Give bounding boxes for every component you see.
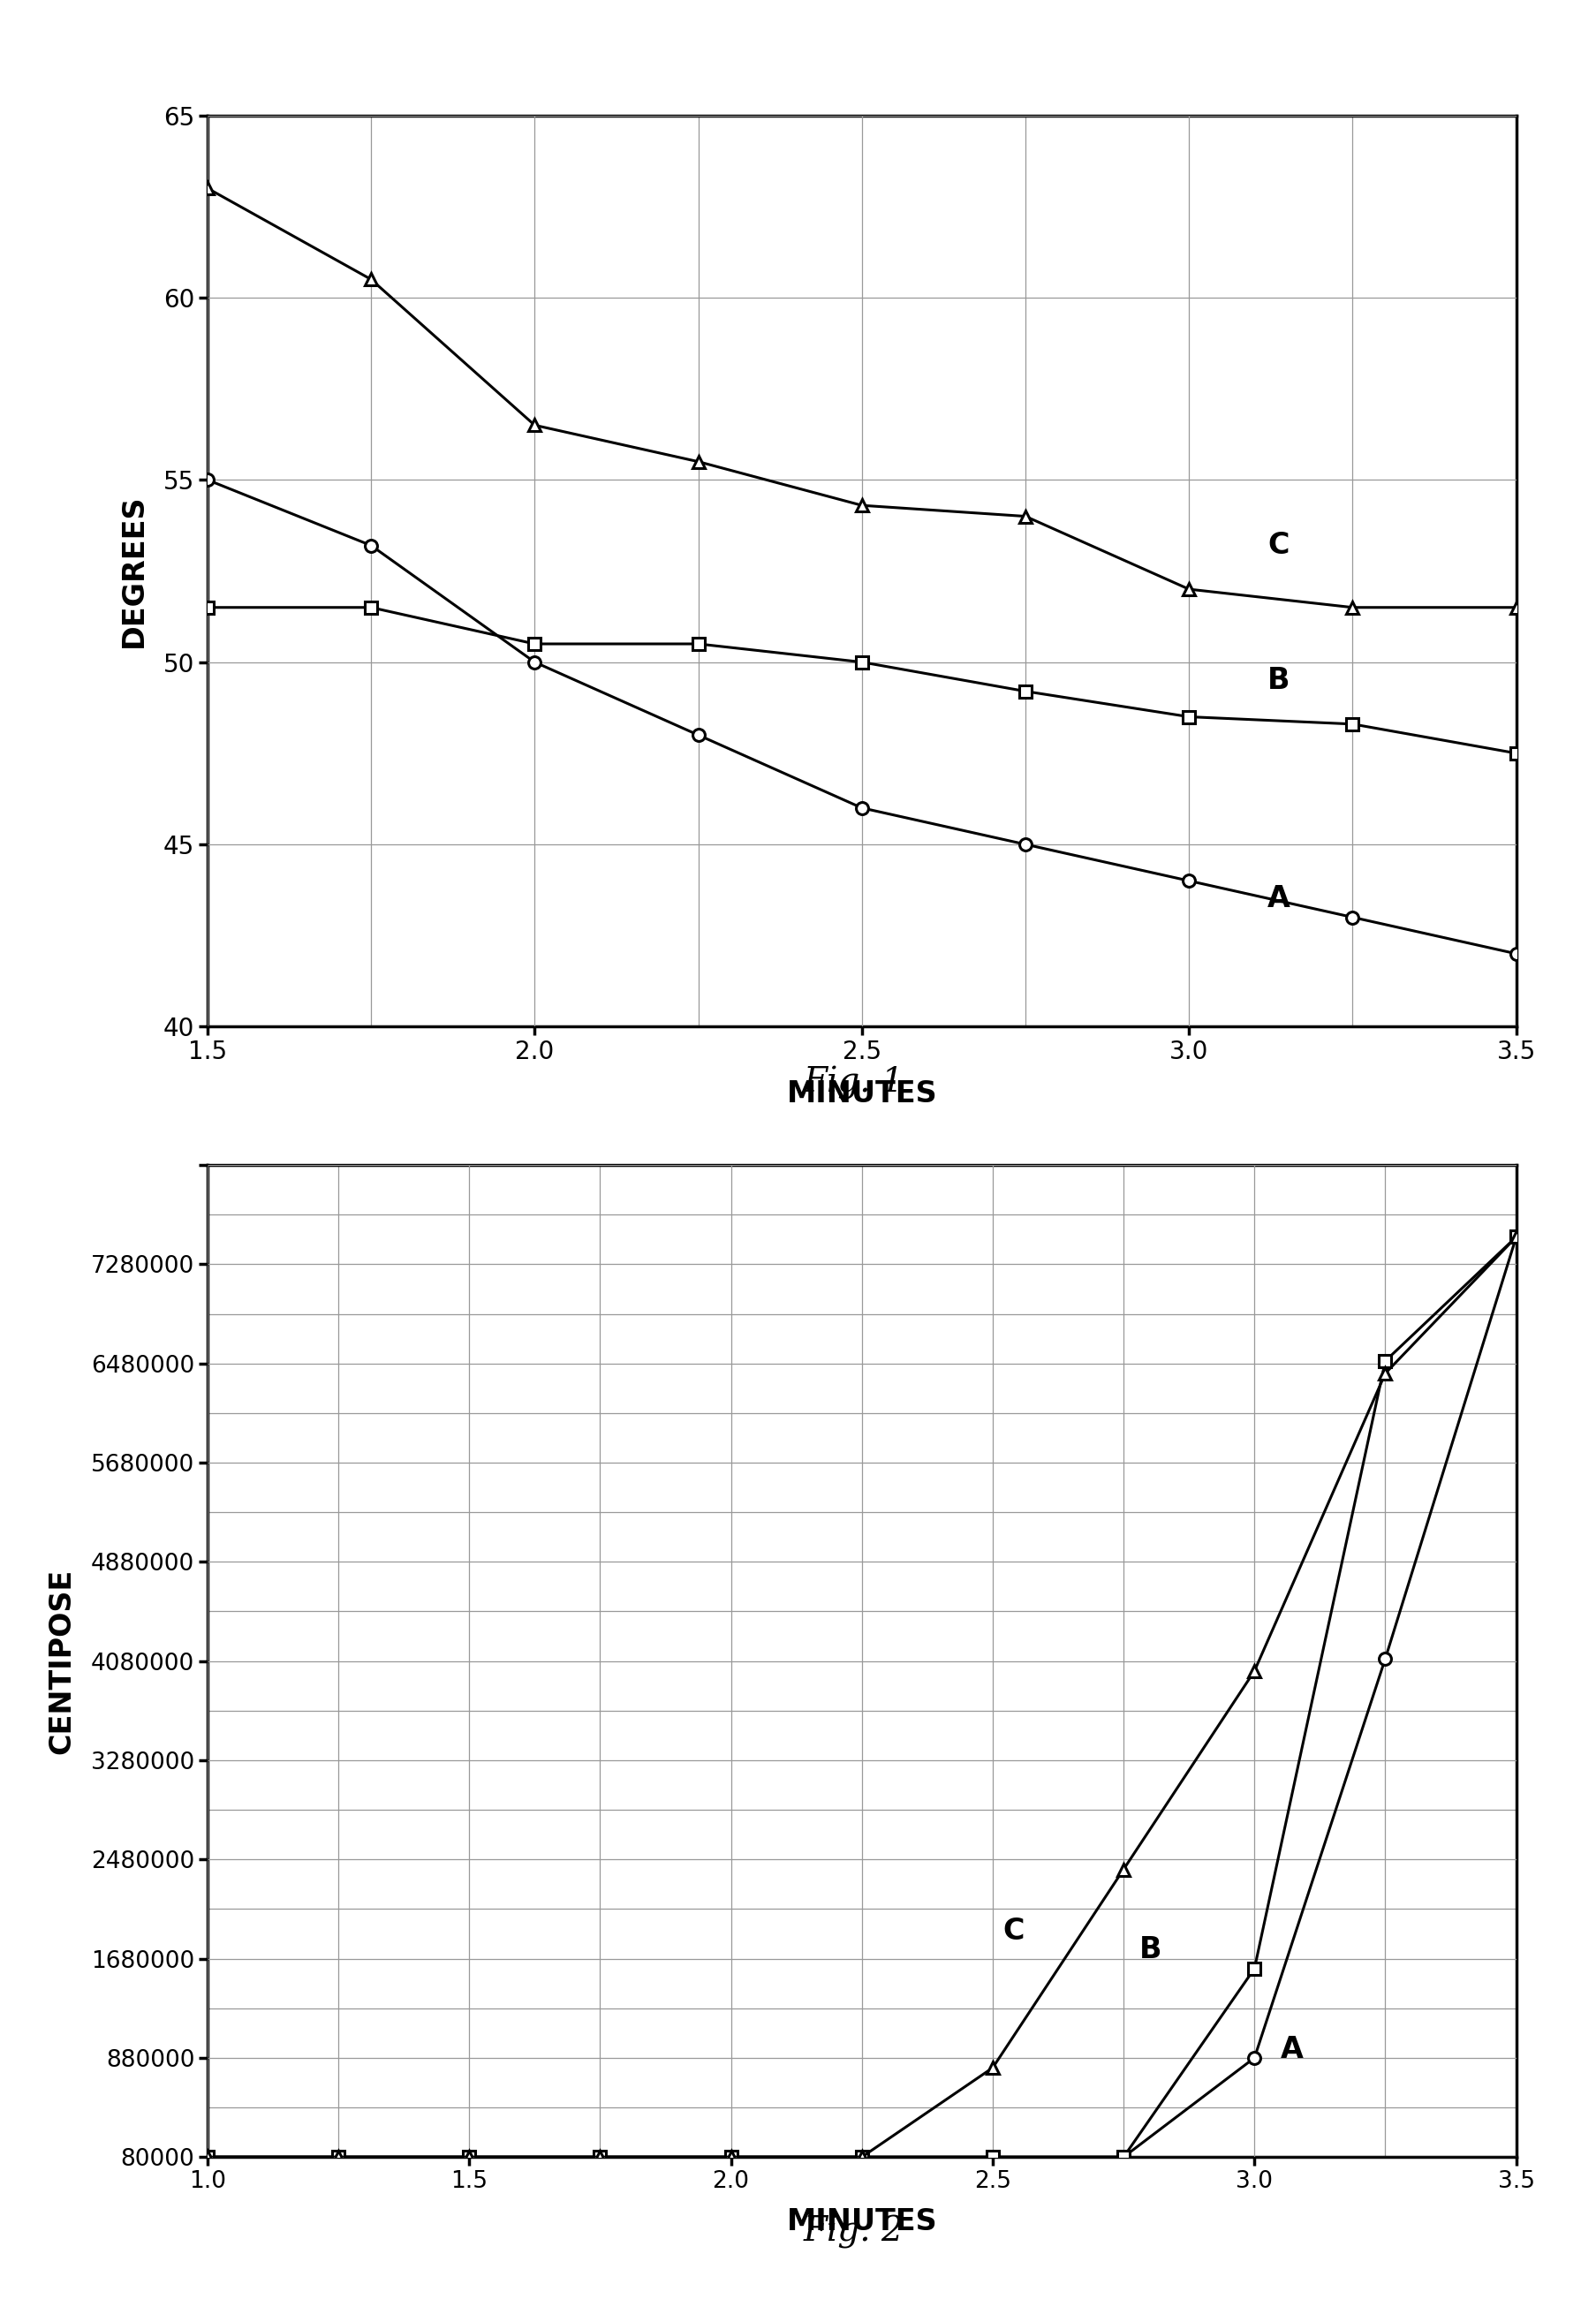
Text: C: C — [1004, 1917, 1025, 1945]
Text: C: C — [1267, 531, 1290, 561]
Text: Fig. 2: Fig. 2 — [804, 2215, 903, 2249]
Y-axis label: CENTIPOSE: CENTIPOSE — [48, 1569, 77, 1753]
Text: A: A — [1280, 2035, 1304, 2065]
Text: B: B — [1267, 667, 1290, 694]
Y-axis label: DEGREES: DEGREES — [120, 494, 148, 648]
X-axis label: MINUTES: MINUTES — [787, 1080, 937, 1107]
Text: A: A — [1267, 884, 1291, 914]
Text: B: B — [1140, 1936, 1162, 1966]
X-axis label: MINUTES: MINUTES — [787, 2208, 937, 2238]
Text: Fig. 1: Fig. 1 — [804, 1066, 903, 1100]
